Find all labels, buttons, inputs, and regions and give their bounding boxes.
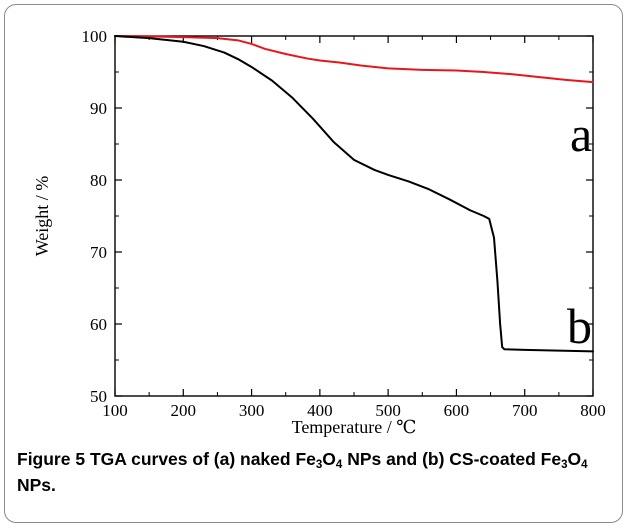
caption-text-6: O: [567, 449, 582, 469]
curve-b: [114, 35, 594, 353]
x-tick-label: 100: [102, 401, 128, 420]
tga-chart: 100 200 300 400 500 600 700 800 50 60 70 80 90 100 a…: [32, 27, 606, 437]
caption-text-4: NPs and (b) CS-coated Fe: [342, 449, 562, 469]
x-axis: 100 200 300 400 500 600 700 800: [102, 36, 606, 420]
x-tick-label: 800: [580, 401, 606, 420]
y-tick-label: 90: [90, 99, 107, 118]
caption-text-8: NPs.: [17, 475, 56, 495]
curves: [114, 35, 594, 353]
caption-sub-3a: 3: [315, 459, 323, 471]
y-axis-title: Weight / %: [32, 176, 52, 257]
curve-a: [114, 35, 594, 84]
caption-lead: Figure 5: [17, 449, 86, 469]
y-tick-label: 60: [90, 315, 107, 334]
plot-area: 100 200 300 400 500 600 700 800 50 60 70 80 90 100 a…: [82, 27, 606, 420]
x-tick-label: 300: [239, 401, 265, 420]
x-tick-label: 700: [512, 401, 538, 420]
caption-text-2: O: [322, 449, 336, 469]
figure-frame: [4, 4, 623, 523]
y-tick-label: 100: [82, 27, 108, 46]
figure-caption: Figure 5 TGA curves of (a) naked Fe3O4 N…: [17, 446, 617, 498]
caption-text-0: TGA curves of (a) naked Fe: [85, 449, 316, 469]
x-tick-label: 400: [307, 401, 333, 420]
y-axis: 50 60 70 80 90 100: [82, 27, 593, 406]
y-tick-label: 70: [90, 243, 107, 262]
curve-annotations: ab: [567, 106, 592, 354]
plot-border: [114, 35, 594, 397]
y-tick-label: 50: [90, 387, 107, 406]
x-tick-label: 600: [444, 401, 470, 420]
x-axis-title: Temperature / ℃: [292, 417, 417, 437]
caption-sub-4b: 4: [581, 459, 588, 471]
y-tick-label: 80: [90, 171, 107, 190]
curve-label-b: b: [567, 298, 592, 354]
x-tick-label: 500: [375, 401, 401, 420]
caption-sub-3b: 3: [561, 459, 568, 471]
x-tick-label: 200: [171, 401, 197, 420]
caption-sub-4a: 4: [335, 459, 343, 471]
curve-label-a: a: [570, 106, 592, 162]
